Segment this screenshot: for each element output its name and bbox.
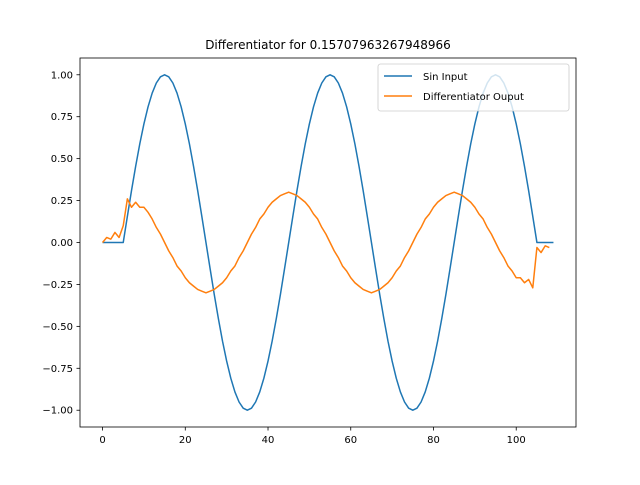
x-tick-label: 20: [179, 435, 192, 446]
series-line-1: [102, 74, 554, 411]
legend-box: [377, 63, 570, 112]
y-tick-label: −0.25: [42, 280, 73, 291]
y-tick-label: 0.75: [51, 112, 73, 123]
axes-frame: [79, 57, 577, 428]
legend: Sin Input Differentiator Ouput: [377, 63, 570, 112]
y-tick-label: −0.50: [42, 322, 73, 333]
x-tick-label: 40: [262, 435, 275, 446]
x-tick-label: 100: [507, 435, 526, 446]
plot-area: [101, 74, 554, 411]
y-tick-label: 0.00: [51, 238, 73, 249]
x-tick-label: 80: [427, 435, 440, 446]
y-tick-label: 0.50: [51, 154, 73, 165]
x-tick-label: 0: [99, 435, 105, 446]
y-tick-label: −1.00: [42, 406, 73, 417]
legend-label-1: Sin Input: [423, 72, 468, 83]
x-tick-label: 60: [344, 435, 357, 446]
series-line-2: [101, 191, 550, 294]
axes: 0 20 40 60 80 100 1.00 0.75 0.50 0.25 0.00 −0.25 −0.…: [42, 57, 577, 446]
y-tick-label: 1.00: [51, 70, 73, 81]
legend-label-2: Differentiator Ouput: [423, 92, 524, 103]
y-tick-label: 0.25: [51, 196, 73, 207]
chart-title: Differentiator for 0.15707963267948966: [205, 38, 451, 52]
y-tick-label: −0.75: [42, 364, 73, 375]
